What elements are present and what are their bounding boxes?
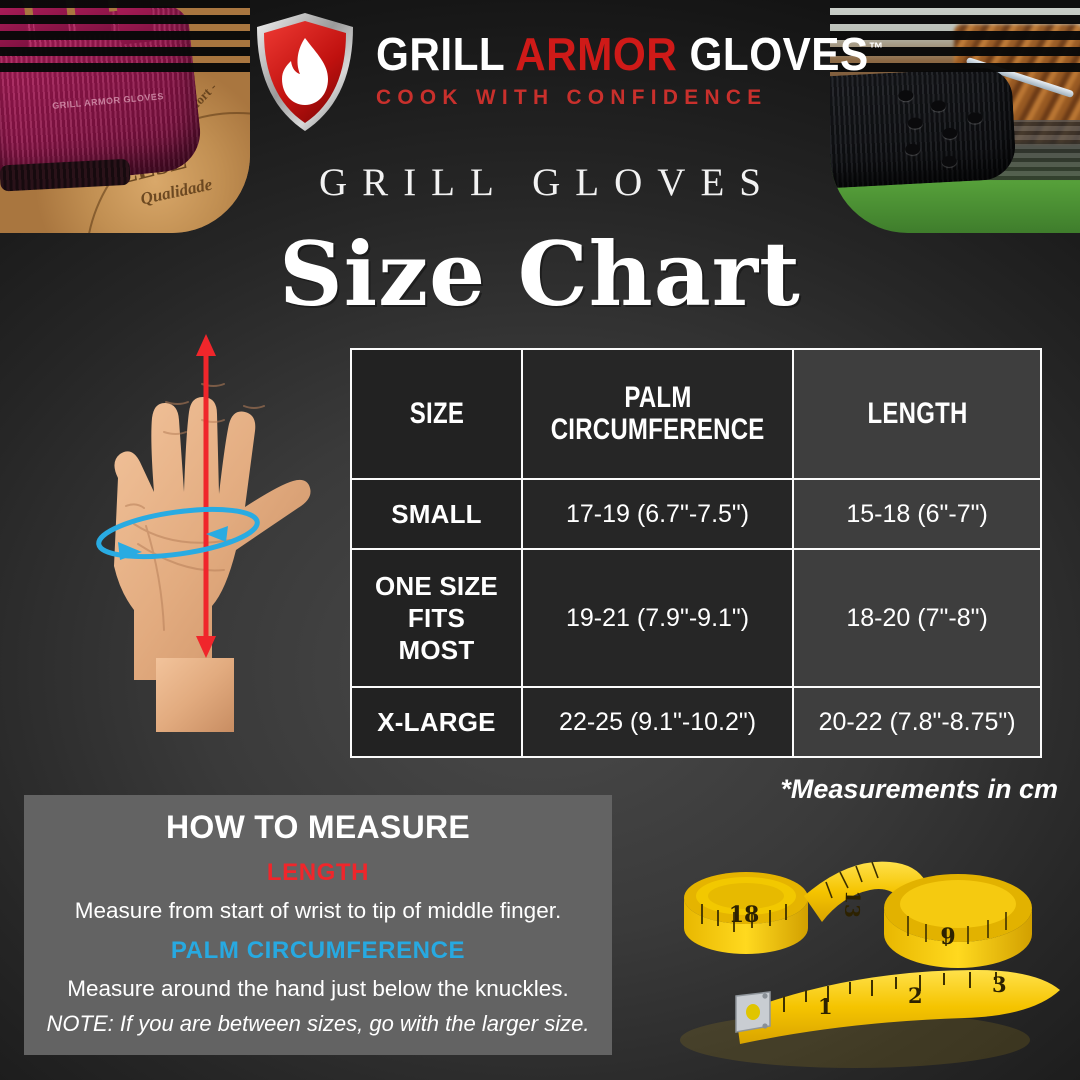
logo-word-gloves: GLOVES (689, 27, 869, 80)
sizing-note: NOTE: If you are between sizes, go with … (46, 1011, 590, 1036)
shield-flame-icon (252, 10, 358, 134)
tape-number-1: 1 (818, 994, 833, 1019)
length-instruction: Measure from start of wrist to tip of mi… (74, 898, 562, 923)
cell-palm: 17-19 (6.7"-7.5") (520, 478, 795, 550)
cell-size: X-LARGE (350, 686, 523, 758)
cell-size: SMALL (350, 478, 523, 550)
cell-length: 20-22 (7.8"-8.75") (792, 686, 1042, 758)
tape-number-13: 13 (840, 890, 865, 919)
length-heading: LENGTH (266, 859, 370, 886)
logo-word-grill: GRILL (376, 27, 505, 80)
page-kicker: GRILL GLOVES (319, 161, 776, 204)
trademark-symbol: ™ (868, 40, 884, 58)
brand-logo: GRILL ARMOR GLOVES™ COOK WITH CONFIDENCE (252, 10, 883, 134)
logo-wordmark: GRILL ARMOR GLOVES™ (376, 31, 884, 77)
cell-length: 18-20 (7"-8") (792, 548, 1042, 688)
table-row: ONE SIZE FITS MOST 19-21 (7.9"-9.1") 18-… (350, 548, 1042, 688)
palm-circumference-instruction: Measure around the hand just below the k… (67, 976, 569, 1001)
cell-palm: 22-25 (9.1"-10.2") (520, 686, 795, 758)
cell-size: ONE SIZE FITS MOST (350, 548, 523, 688)
tape-measure-image: 18 13 9 (640, 800, 1080, 1080)
length-arrow (196, 334, 216, 658)
tape-number-2: 2 (908, 983, 923, 1008)
table-row: X-LARGE 22-25 (9.1"-10.2") 20-22 (7.8"-8… (350, 686, 1042, 758)
logo-word-armor: ARMOR (515, 27, 678, 80)
palm-circumference-heading: PALM CIRCUMFERENCE (170, 937, 466, 964)
table-row: SMALL 17-19 (6.7"-7.5") 15-18 (6"-7") (350, 478, 1042, 550)
column-header-length: LENGTH (792, 348, 1042, 480)
logo-tagline: COOK WITH CONFIDENCE (376, 84, 768, 109)
table-header-row: SIZE PALM CIRCUMFERENCE LENGTH (350, 348, 1042, 480)
cell-length: 15-18 (6"-7") (792, 478, 1042, 550)
measurements-unit-note: *Measurements in cm (780, 774, 1058, 804)
tape-number-9: 9 (940, 924, 955, 950)
palm-circumference-arrow (96, 506, 260, 560)
tape-number-18: 18 (729, 902, 760, 928)
page-title: Size Chart (279, 222, 801, 326)
column-header-size: SIZE (350, 348, 523, 480)
tape-number-3: 3 (992, 972, 1007, 997)
size-chart-table: SIZE PALM CIRCUMFERENCE LENGTH SMALL 17-… (350, 348, 1042, 758)
cell-palm: 19-21 (7.9"-9.1") (520, 548, 795, 688)
column-header-palm-circumference: PALM CIRCUMFERENCE (520, 348, 795, 480)
how-to-measure-title: HOW TO MEASURE (165, 809, 471, 845)
hand-measure-diagram: MEASURE (60, 328, 352, 882)
how-to-measure-panel: HOW TO MEASURE LENGTH Measure from start… (24, 795, 612, 1055)
